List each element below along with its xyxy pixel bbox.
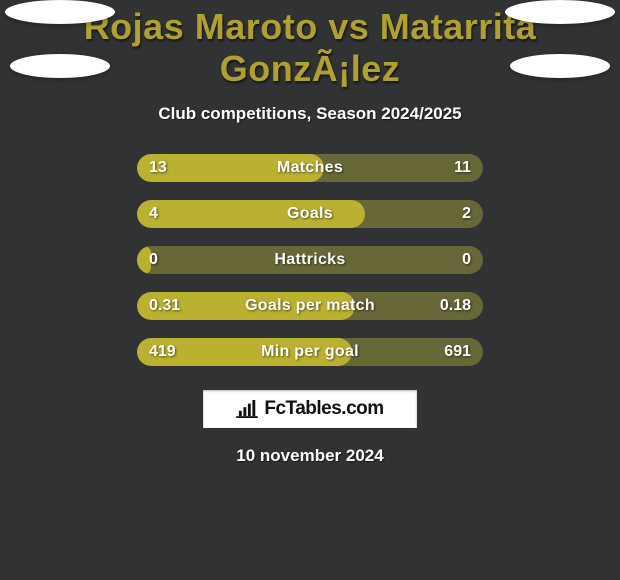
stat-right-value: 11 [454,154,471,182]
stat-right-value: 0.18 [440,292,471,320]
stat-right-value: 0 [462,246,471,274]
stat-label: Matches [137,154,483,182]
stat-row: 13 Matches 11 [0,154,620,182]
bar-chart-icon [236,400,258,418]
stat-label: Min per goal [137,338,483,366]
stat-label: Goals per match [137,292,483,320]
stat-label: Hattricks [137,246,483,274]
stat-right-value: 2 [462,200,471,228]
stat-row: 0.31 Goals per match 0.18 [0,292,620,320]
right-avatar-stack [500,0,620,78]
stat-bar: 419 Min per goal 691 [137,338,483,366]
stat-bar: 4 Goals 2 [137,200,483,228]
stat-row: 419 Min per goal 691 [0,338,620,366]
stat-row: 0 Hattricks 0 [0,246,620,274]
stat-bar: 0.31 Goals per match 0.18 [137,292,483,320]
avatar [10,54,110,78]
avatar [5,0,115,24]
page-subtitle: Club competitions, Season 2024/2025 [158,104,461,124]
avatar [510,54,610,78]
stats-rows: 13 Matches 11 4 Goals 2 0 Hattricks 0 [0,154,620,366]
comparison-card: Rojas Maroto vs Matarrita GonzÃ¡lez Club… [0,0,620,580]
avatar [505,0,615,24]
stat-right-value: 691 [444,338,471,366]
branding-text: FcTables.com [264,398,383,420]
stat-row: 4 Goals 2 [0,200,620,228]
stat-bar: 0 Hattricks 0 [137,246,483,274]
footer-date: 10 november 2024 [236,446,383,466]
stat-bar: 13 Matches 11 [137,154,483,182]
branding-box: FcTables.com [203,390,417,428]
left-avatar-stack [0,0,120,78]
stat-label: Goals [137,200,483,228]
